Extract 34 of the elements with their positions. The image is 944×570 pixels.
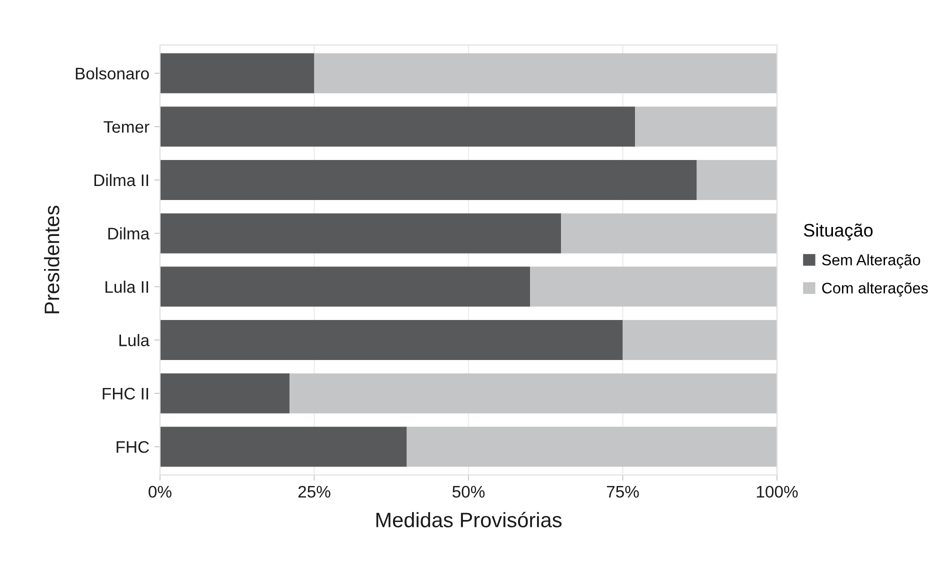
bar — [160, 53, 314, 94]
bar — [635, 106, 777, 147]
y-tick-label: FHC II — [102, 388, 148, 400]
y-tick-label: Bolsonaro — [76, 67, 149, 80]
y-tick-label: Dilma — [108, 227, 150, 240]
legend-label: Sem Alteração — [822, 254, 920, 268]
x-tick-label: 100% — [756, 486, 798, 498]
y-tick-label: Lula II — [106, 280, 148, 293]
legend-title: Situação — [804, 223, 873, 240]
bar — [160, 373, 290, 414]
bar — [160, 266, 530, 307]
bar — [160, 426, 407, 467]
y-axis-title: Presidentes — [44, 206, 60, 314]
x-tick-label: 25% — [298, 486, 330, 498]
bar — [530, 266, 777, 307]
y-tick-label: Dilma II — [94, 174, 148, 186]
bar — [696, 160, 777, 200]
bar — [160, 160, 697, 200]
x-tick-label: 75% — [606, 486, 639, 498]
bar — [314, 53, 777, 94]
legend-label: Com alterações — [822, 282, 928, 297]
x-tick-label: 50% — [452, 486, 485, 498]
bar — [160, 320, 623, 360]
bar — [406, 426, 777, 467]
bar — [622, 320, 777, 360]
y-tick-label: Temer — [104, 121, 150, 133]
y-tick-label: FHC — [116, 441, 149, 453]
x-tick-label: 0% — [148, 486, 172, 498]
bar — [561, 213, 777, 254]
y-tick-label: Lula — [119, 334, 150, 346]
bar — [160, 106, 636, 147]
x-axis-title: Medidas Provisórias — [376, 512, 562, 528]
bar — [290, 373, 777, 414]
bar — [160, 213, 562, 254]
